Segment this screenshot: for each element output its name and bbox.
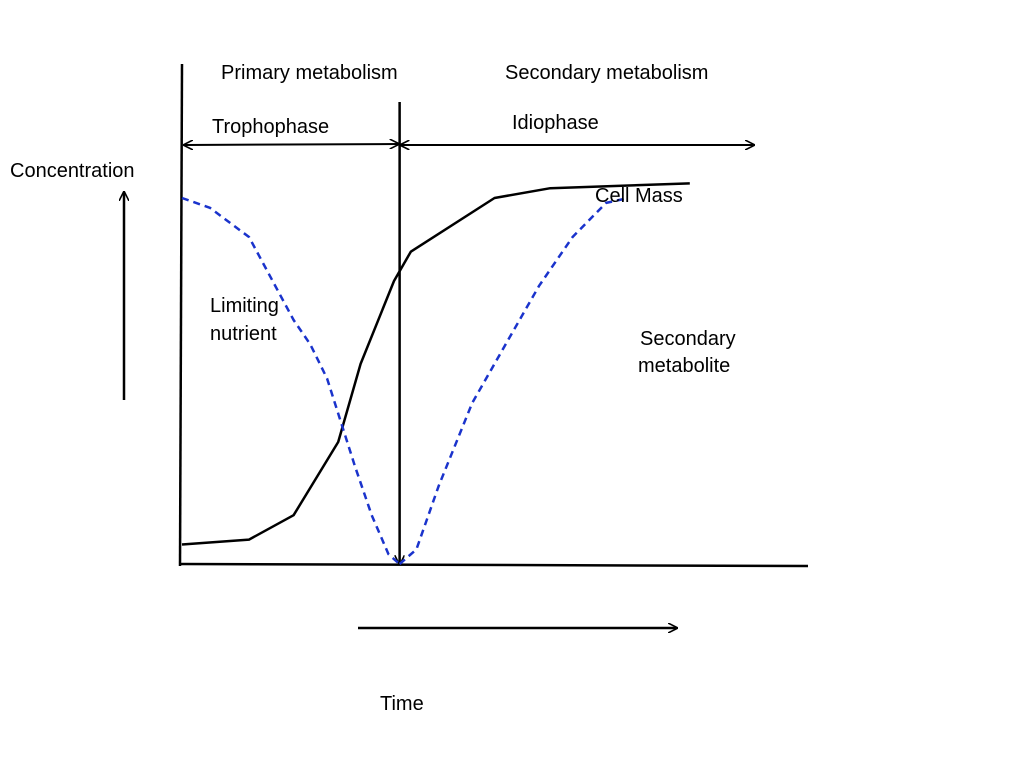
cell-mass-series-label: Cell Mass [595, 185, 683, 207]
x-axis-label: Time [380, 693, 424, 715]
y-axis-label: Concentration [10, 160, 135, 182]
limiting-nutrient-label-line-1: Limiting [210, 295, 279, 317]
secondary-metabolite-line [398, 196, 629, 565]
y-axis-line [178, 63, 184, 567]
trophophase-span-arrow [184, 144, 399, 145]
secondary-metabolism-label: Secondary metabolism [505, 62, 708, 84]
cell-mass-line [181, 182, 690, 546]
x-axis-line [179, 562, 809, 568]
secondary-metabolite-label-line-2: metabolite [638, 355, 730, 377]
idiophase-label: Idiophase [512, 112, 599, 134]
trophophase-label: Trophophase [212, 116, 329, 138]
secondary-metabolite-label-line-1: Secondary [640, 328, 736, 350]
limiting-nutrient-line [181, 196, 401, 565]
primary-metabolism-label: Primary metabolism [221, 62, 398, 84]
limiting-nutrient-label-line-2: nutrient [210, 323, 277, 345]
